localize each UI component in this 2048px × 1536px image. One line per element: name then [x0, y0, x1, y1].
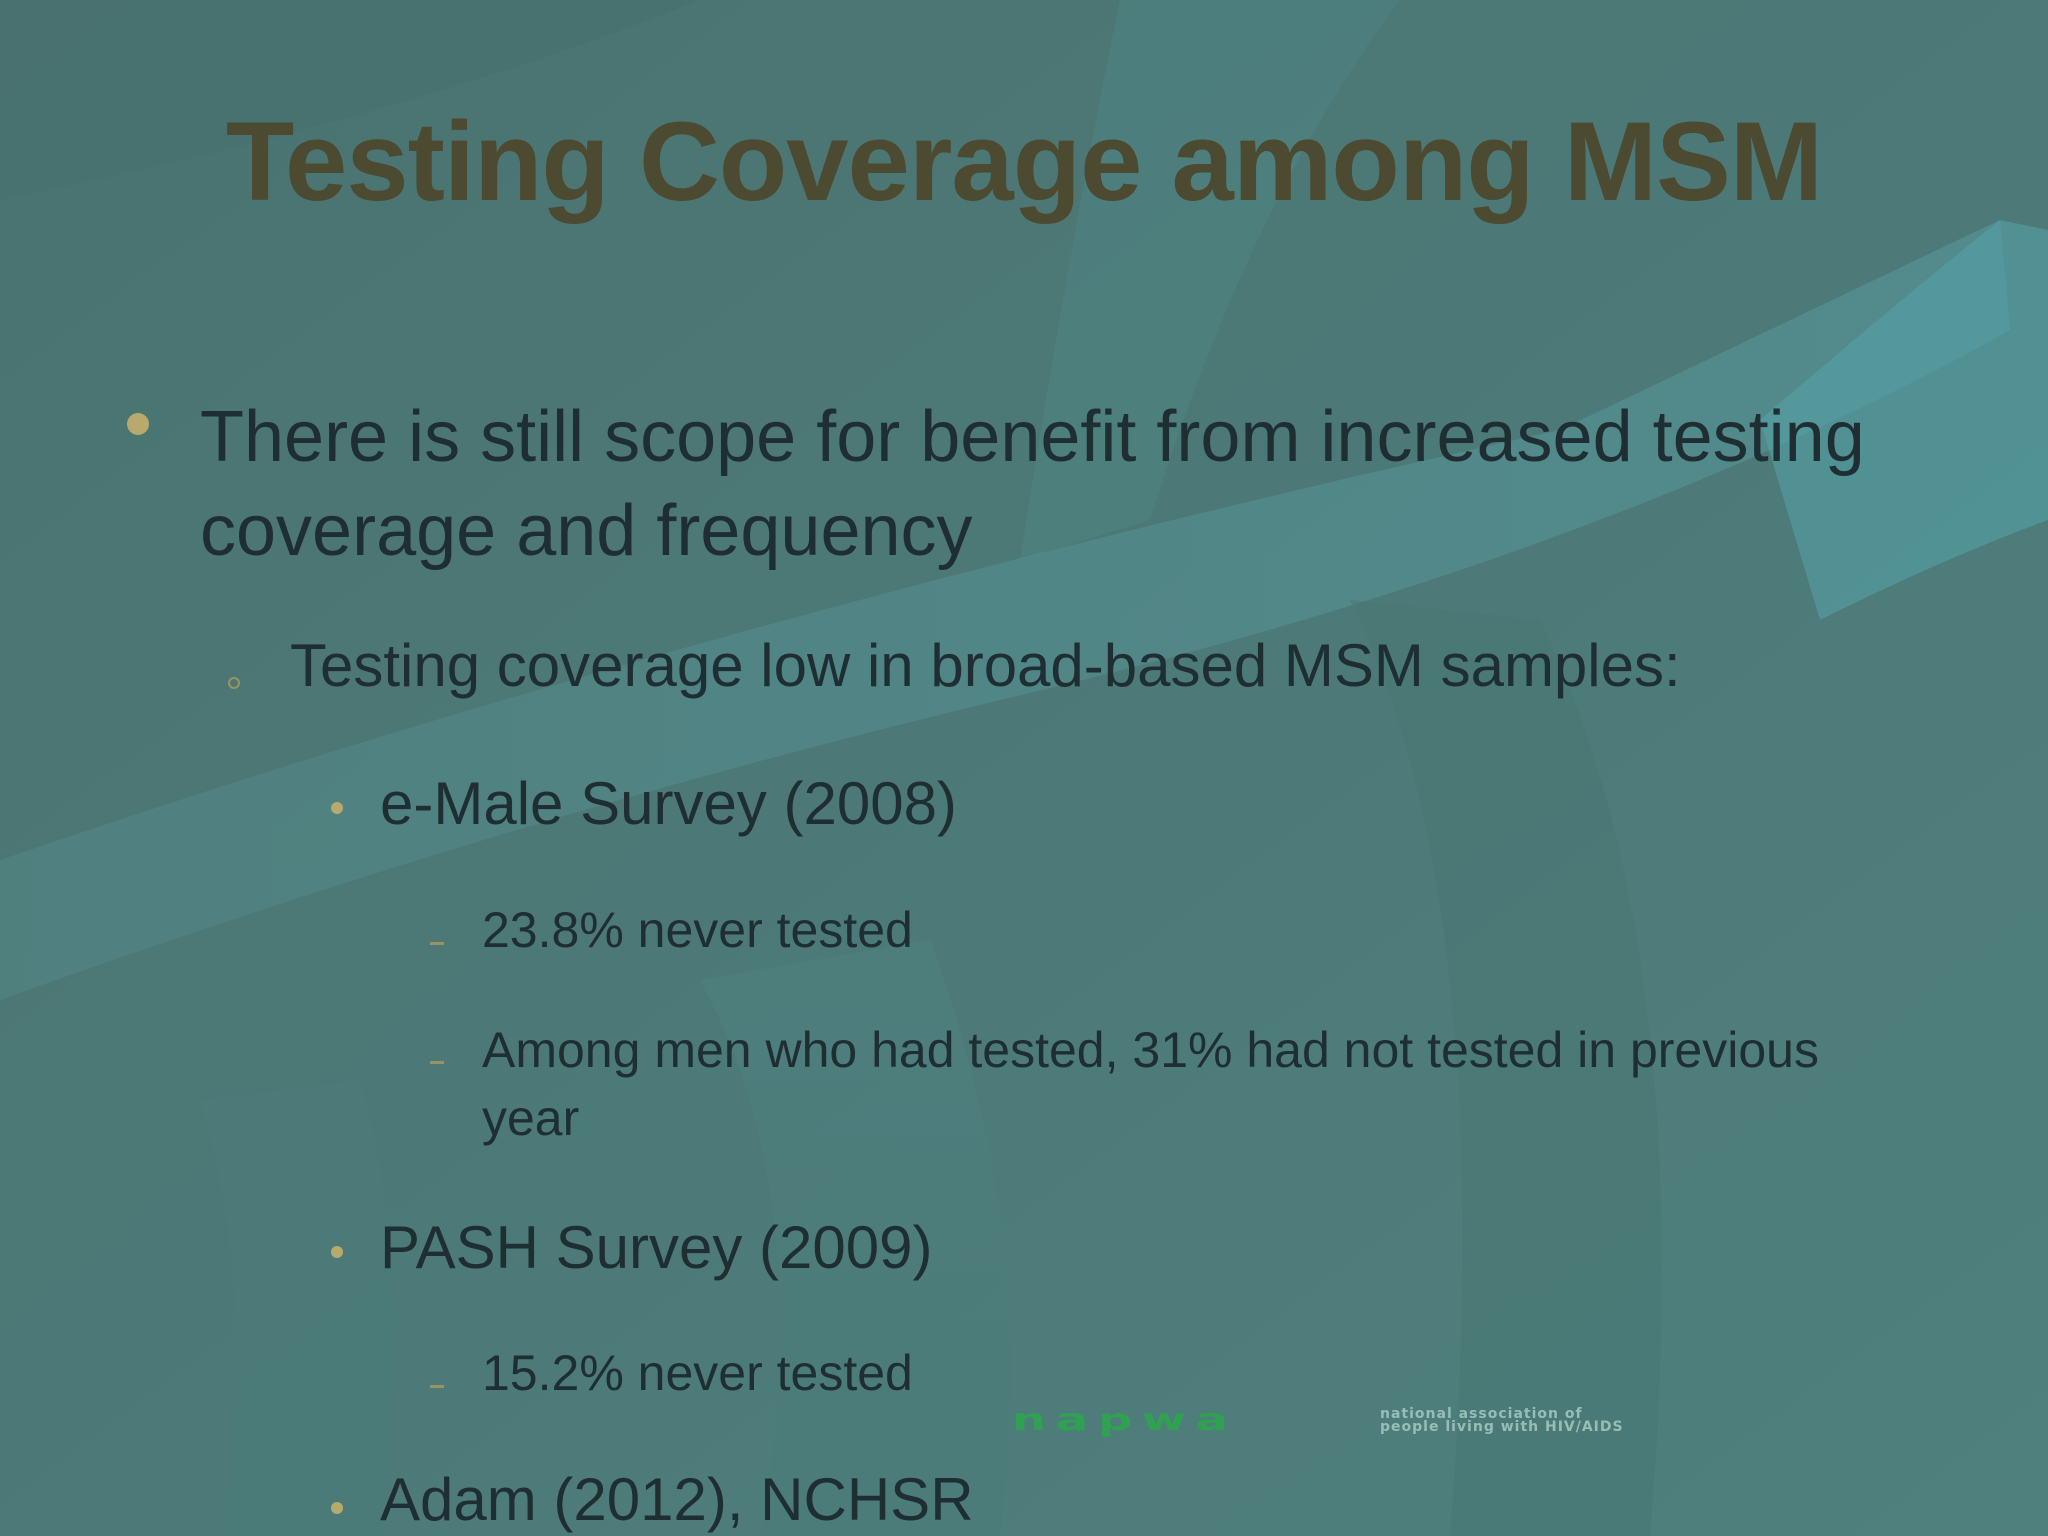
dash-marker [430, 1061, 444, 1064]
napwa-logo-line2: people living with HIV/AIDS [1380, 1419, 1624, 1435]
survey-emale: e-Male Survey (2008) [380, 770, 957, 837]
dash-marker [430, 942, 444, 945]
bullet-marker [127, 413, 149, 435]
pash-never-tested: 15.2% never tested [482, 1345, 913, 1401]
bullet-marker [331, 1246, 343, 1258]
slide-title: Testing Coverage among MSM [225, 99, 1823, 224]
dash-marker [430, 1385, 444, 1388]
napwa-logo-wordmark: napwa [1012, 1403, 1238, 1438]
sub-bullet-marker [228, 677, 240, 689]
sub-bullet-testing-coverage: Testing coverage low in broad-based MSM … [290, 632, 1681, 699]
napwa-logo-description: national association of people living wi… [1380, 1406, 1940, 1435]
emale-not-tested-previous-year: Among men who had tested, 31% had not te… [482, 1022, 1819, 1146]
emale-never-tested: 23.8% never tested [482, 902, 913, 958]
bullet-marker [331, 1502, 343, 1514]
survey-adam: Adam (2012), NCHSR [380, 1466, 974, 1533]
napwa-logo-line1: national association of [1380, 1406, 1583, 1422]
bullet-scope-for-benefit: There is still scope for benefit from in… [200, 397, 1865, 571]
survey-pash: PASH Survey (2009) [380, 1214, 933, 1281]
napwa-logo: napwa national association of people liv… [1012, 1403, 1932, 1438]
bullet-marker [331, 802, 343, 814]
